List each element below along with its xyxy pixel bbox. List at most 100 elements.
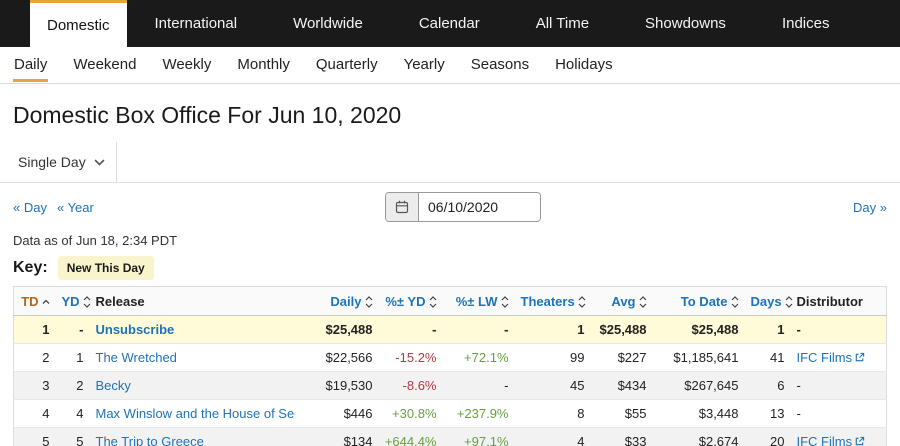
col-header-release-label: Release xyxy=(95,294,145,310)
chevron-down-icon xyxy=(94,159,105,166)
subtab-monthly[interactable]: Monthly xyxy=(236,47,291,83)
sort-both-icon xyxy=(429,295,436,308)
col-header-pct-lw[interactable]: %± LW xyxy=(442,286,515,317)
subtab-weekend-label: Weekend xyxy=(73,56,137,73)
sort-both-icon xyxy=(365,295,372,308)
box-office-table-wrap: TD YD Release Daily %± YD %± LW Theaters… xyxy=(13,286,887,446)
subtab-weekly-label: Weekly xyxy=(162,56,212,73)
rank-yd: 5 xyxy=(55,427,90,446)
days: 6 xyxy=(744,371,791,400)
theaters: 45 xyxy=(514,371,591,400)
distributor: - xyxy=(790,315,887,344)
subtab-daily[interactable]: Daily xyxy=(13,47,49,83)
pct-yd: +644.4% xyxy=(378,427,443,446)
rank-yd: 2 xyxy=(55,371,90,400)
distributor-link[interactable]: IFC Films xyxy=(797,434,866,446)
release-link[interactable]: The Trip to Greece xyxy=(95,434,204,446)
pct-lw: +72.1% xyxy=(442,343,515,372)
pct-lw: +237.9% xyxy=(442,399,515,428)
tab-all-time[interactable]: All Time xyxy=(535,15,590,32)
tab-international[interactable]: International xyxy=(154,15,238,32)
view-filter-bar: Single Day xyxy=(0,142,900,183)
table-header-row: TD YD Release Daily %± YD %± LW Theaters… xyxy=(13,286,887,317)
daily-gross: $19,530 xyxy=(294,371,379,400)
calendar-icon xyxy=(395,200,409,214)
rank-yd: 1 xyxy=(55,343,90,372)
col-header-avg[interactable]: Avg xyxy=(590,286,653,317)
view-selector-dropdown[interactable]: Single Day xyxy=(0,142,117,182)
daily-gross: $22,566 xyxy=(294,343,379,372)
col-header-days[interactable]: Days xyxy=(744,286,793,317)
subtab-holidays[interactable]: Holidays xyxy=(554,47,614,83)
date-input[interactable] xyxy=(419,193,540,221)
theaters: 99 xyxy=(514,343,591,372)
rank-td: 3 xyxy=(13,371,56,400)
sort-both-icon xyxy=(731,295,738,308)
release-link[interactable]: The Wretched xyxy=(95,350,177,366)
col-header-daily[interactable]: Daily xyxy=(294,286,379,317)
rank-yd: 4 xyxy=(55,399,90,428)
col-header-pct-yd-label: %± YD xyxy=(385,294,426,310)
new-this-day-badge: New This Day xyxy=(57,256,154,280)
rank-yd: - xyxy=(55,315,90,344)
subtab-monthly-label: Monthly xyxy=(237,56,290,73)
tab-domestic[interactable]: Domestic xyxy=(30,0,127,47)
col-header-avg-label: Avg xyxy=(611,294,636,310)
subtab-yearly-label: Yearly xyxy=(403,56,445,73)
col-header-to-date-label: To Date xyxy=(680,294,728,310)
avg: $227 xyxy=(590,343,653,372)
distributor-link[interactable]: IFC Films xyxy=(797,350,866,365)
next-day-link[interactable]: Day » xyxy=(853,200,887,215)
table-row: 3 2 Becky $19,530 -8.6% - 45 $434 $267,6… xyxy=(13,371,887,400)
subtab-quarterly[interactable]: Quarterly xyxy=(315,47,379,83)
col-header-release[interactable]: Release xyxy=(89,286,295,317)
subtab-seasons-label: Seasons xyxy=(470,56,530,73)
days: 1 xyxy=(744,315,791,344)
prev-year-link[interactable]: « Year xyxy=(56,200,94,215)
sort-both-icon xyxy=(785,295,793,308)
pct-lw: +97.1% xyxy=(442,427,515,446)
col-header-to-date[interactable]: To Date xyxy=(652,286,745,317)
subtab-weekly[interactable]: Weekly xyxy=(161,47,212,83)
external-link-icon xyxy=(855,436,865,446)
view-selector-label: Single Day xyxy=(18,154,86,170)
col-header-theaters[interactable]: Theaters xyxy=(514,286,591,317)
box-office-table: TD YD Release Daily %± YD %± LW Theaters… xyxy=(13,286,887,446)
tab-worldwide[interactable]: Worldwide xyxy=(293,15,363,32)
pct-yd: +30.8% xyxy=(378,399,443,428)
col-header-pct-yd[interactable]: %± YD xyxy=(378,286,443,317)
prev-day-link[interactable]: « Day xyxy=(13,200,47,215)
pct-yd: -15.2% xyxy=(378,343,443,372)
to-date: $3,448 xyxy=(652,399,745,428)
tab-calendar[interactable]: Calendar xyxy=(418,15,480,32)
subtab-quarterly-label: Quarterly xyxy=(315,56,378,73)
tab-showdowns[interactable]: Showdowns xyxy=(645,15,726,32)
table-row: 1 - Unsubscribe $25,488 - - 1 $25,488 $2… xyxy=(13,315,887,344)
subtab-yearly[interactable]: Yearly xyxy=(403,47,446,83)
tab-indices[interactable]: Indices xyxy=(781,15,830,32)
avg: $55 xyxy=(590,399,653,428)
theaters: 1 xyxy=(514,315,591,344)
col-header-theaters-label: Theaters xyxy=(520,294,575,310)
subtab-weekend[interactable]: Weekend xyxy=(72,47,137,83)
avg: $33 xyxy=(590,427,653,446)
col-header-days-label: Days xyxy=(750,294,782,310)
calendar-icon-button[interactable] xyxy=(386,193,419,221)
col-header-yd-label: YD xyxy=(61,294,80,310)
col-header-td-label: TD xyxy=(21,294,39,310)
pct-yd: - xyxy=(378,315,443,344)
col-header-td[interactable]: TD xyxy=(13,286,56,317)
days: 13 xyxy=(744,399,791,428)
rank-td: 1 xyxy=(13,315,56,344)
col-header-distributor[interactable]: Distributor xyxy=(790,286,887,317)
rank-td: 4 xyxy=(13,399,56,428)
release-link[interactable]: Becky xyxy=(95,378,131,394)
release-link[interactable]: Max Winslow and the House of Secrets xyxy=(95,406,295,422)
avg: $434 xyxy=(590,371,653,400)
col-header-yd[interactable]: YD xyxy=(55,286,90,317)
sort-asc-icon xyxy=(42,299,49,304)
pct-lw: - xyxy=(442,315,515,344)
subtab-seasons[interactable]: Seasons xyxy=(470,47,530,83)
release-link[interactable]: Unsubscribe xyxy=(95,322,175,338)
external-link-icon xyxy=(855,352,865,362)
